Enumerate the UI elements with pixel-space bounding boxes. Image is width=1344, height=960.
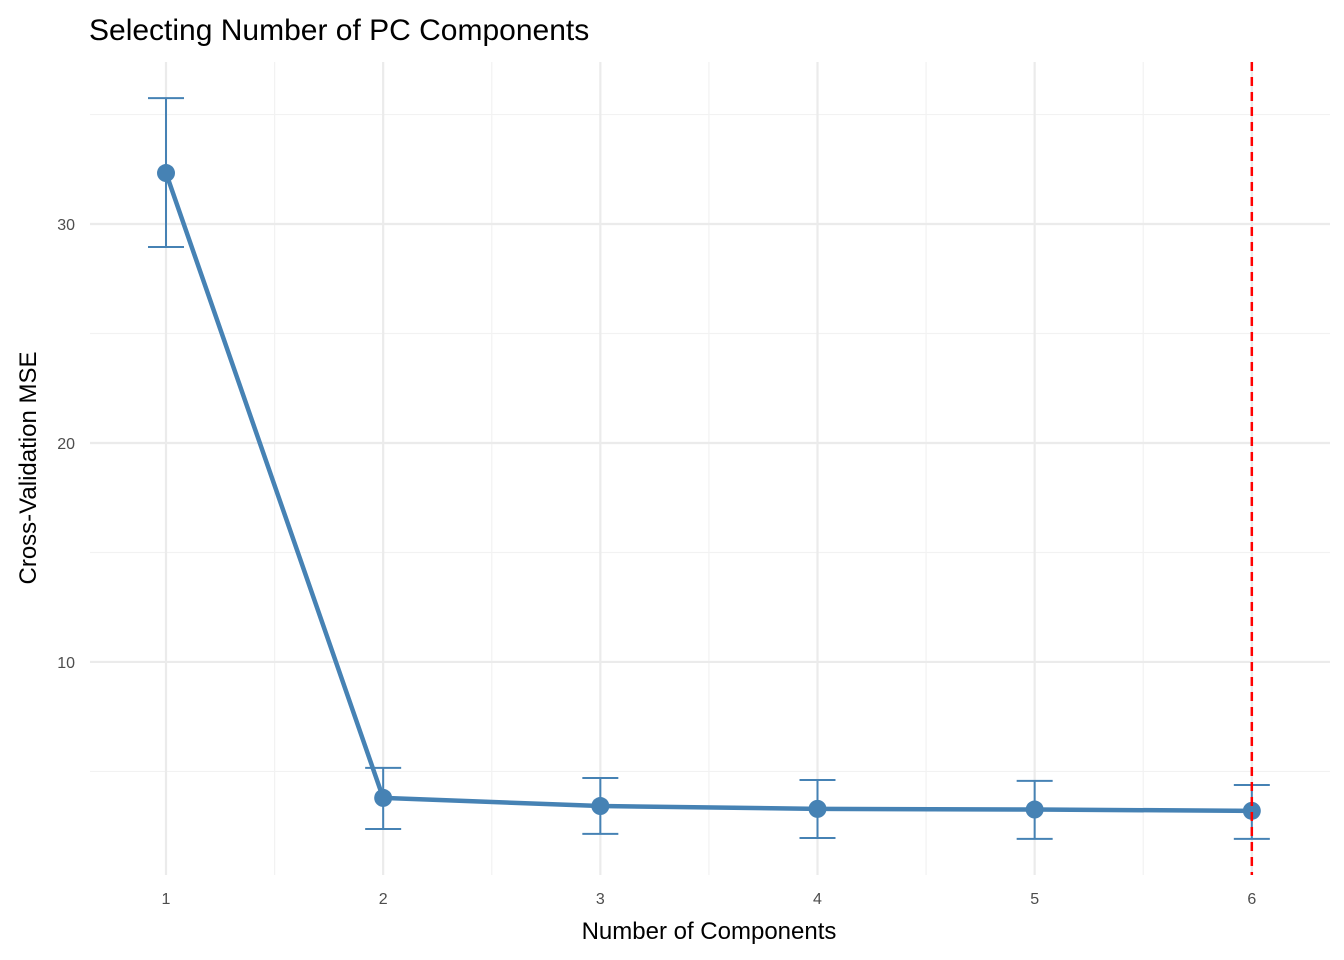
y-axis-label: Cross-Validation MSE	[15, 352, 42, 585]
y-tick-label: 20	[57, 436, 75, 453]
y-tick-label: 10	[57, 655, 75, 672]
x-tick-label: 5	[1030, 891, 1039, 908]
data-point	[808, 799, 827, 818]
x-tick-label: 1	[162, 891, 171, 908]
x-tick-label: 3	[596, 891, 605, 908]
x-tick-label: 4	[813, 891, 822, 908]
ticks: 10 20 30 1 2 3 4 5 6	[57, 217, 1256, 908]
x-tick-label: 6	[1247, 891, 1256, 908]
x-tick-label: 2	[379, 891, 388, 908]
data-point	[157, 164, 176, 183]
data-point	[1242, 801, 1261, 820]
series-line	[163, 172, 1252, 814]
chart-title: Selecting Number of PC Components	[89, 14, 589, 47]
y-tick-label: 30	[57, 217, 75, 234]
data-point	[1025, 800, 1044, 819]
data-point	[591, 797, 610, 816]
x-axis-label: Number of Components	[582, 918, 837, 945]
grid	[90, 62, 1330, 875]
marks	[148, 62, 1270, 875]
data-point	[374, 788, 393, 807]
